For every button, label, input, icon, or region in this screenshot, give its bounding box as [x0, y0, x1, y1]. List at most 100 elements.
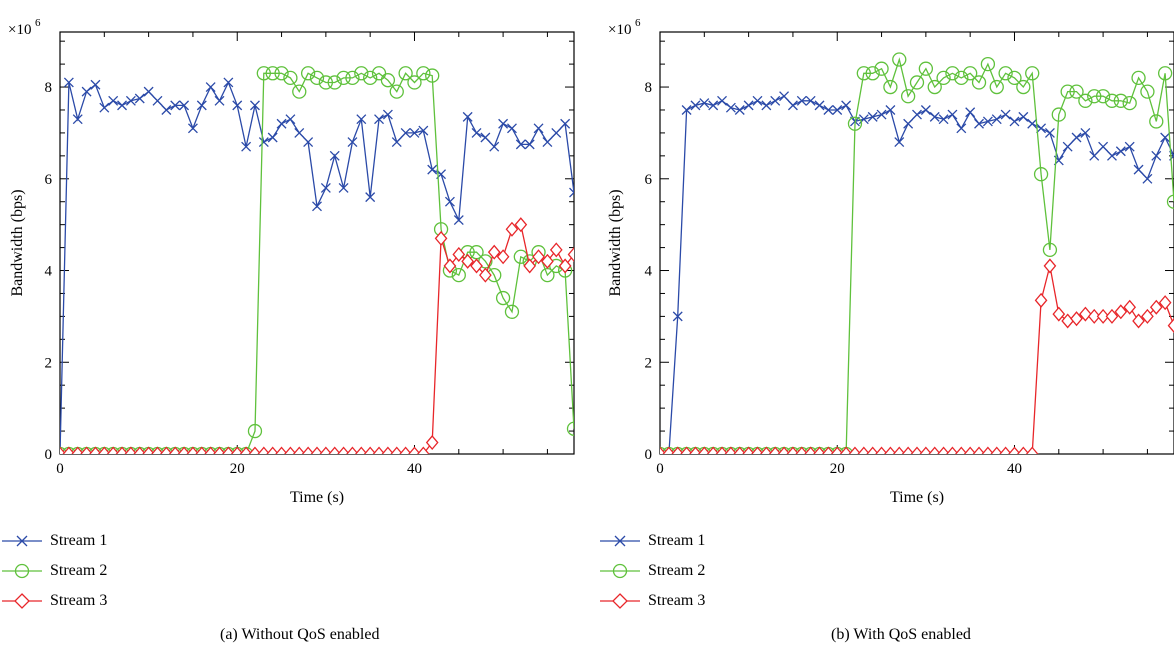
data-point-stream-1: [418, 125, 429, 136]
data-point-stream-2: [1078, 93, 1093, 108]
data-point-stream-3: [186, 446, 200, 454]
data-point-stream-1: [294, 127, 305, 138]
data-point-stream-3: [195, 446, 209, 454]
data-point-stream-3: [1025, 446, 1039, 454]
legend-label-stream-2: Stream 2: [50, 562, 108, 579]
data-point-stream-2: [256, 66, 271, 81]
data-point-stream-2: [1122, 95, 1137, 111]
data-point-stream-1: [823, 105, 834, 115]
data-point-stream-1: [63, 77, 74, 88]
data-point-stream-3: [97, 446, 111, 454]
data-point-stream-2: [1140, 84, 1155, 99]
data-point-stream-3: [804, 446, 818, 454]
data-point-stream-2: [883, 79, 898, 95]
data-point-stream-2: [989, 79, 1004, 95]
data-point-stream-2: [495, 290, 511, 306]
data-point-stream-3: [177, 446, 191, 454]
data-point-stream-3: [168, 446, 182, 454]
x-tick-label: 20: [230, 461, 245, 477]
data-point-stream-2: [1025, 66, 1040, 81]
data-point-stream-3: [514, 217, 528, 233]
data-point-stream-3: [768, 446, 782, 454]
data-point-stream-3: [89, 446, 102, 454]
data-point-stream-1: [223, 77, 234, 88]
series-line-stream-2: [60, 72, 574, 454]
data-point-stream-3: [999, 446, 1012, 454]
y-axis-label: Bandwidth (bps): [607, 189, 624, 296]
data-point-stream-3: [275, 446, 288, 454]
chart-b-caption: (b) With QoS enabled: [831, 626, 971, 643]
data-point-stream-3: [541, 253, 554, 269]
data-point-stream-3: [523, 258, 537, 274]
data-point-stream-3: [363, 446, 377, 454]
data-point-stream-1: [276, 118, 287, 129]
data-point-stream-3: [549, 242, 563, 258]
legend-item-stream-3: Stream 3: [598, 590, 798, 612]
legend-label-stream-1: Stream 1: [648, 532, 706, 549]
data-point-stream-3: [910, 446, 924, 454]
data-point-stream-1: [1160, 132, 1171, 143]
data-point-stream-3: [813, 446, 826, 454]
data-point-stream-1: [214, 95, 225, 106]
data-point-stream-3: [1149, 299, 1163, 315]
data-point-stream-1: [356, 114, 367, 125]
data-point-stream-3: [839, 446, 853, 454]
data-point-stream-3: [972, 446, 986, 454]
data-point-stream-3: [567, 246, 574, 262]
data-point-stream-1: [805, 95, 816, 106]
data-point-stream-3: [479, 267, 492, 283]
data-point-stream-3: [204, 446, 218, 454]
data-point-stream-1: [453, 215, 464, 226]
data-point-stream-1: [161, 105, 172, 115]
legend-item-stream-2: Stream 2: [598, 560, 798, 582]
data-point-stream-2: [865, 66, 880, 81]
data-point-stream-3: [151, 446, 164, 454]
data-point-stream-2: [504, 304, 520, 319]
data-point-stream-1: [672, 311, 683, 322]
data-point-stream-1: [841, 100, 852, 111]
series-line-stream-1: [60, 80, 574, 454]
data-point-stream-1: [1080, 127, 1091, 138]
data-point-stream-3: [443, 258, 457, 274]
data-point-stream-1: [187, 123, 198, 134]
data-point-stream-3: [408, 446, 421, 454]
data-point-stream-1: [938, 114, 949, 125]
data-point-stream-2: [416, 66, 431, 81]
data-point-stream-2: [1060, 84, 1075, 99]
data-point-stream-1: [1142, 173, 1153, 184]
data-point-stream-1: [743, 100, 754, 111]
data-point-stream-1: [929, 111, 940, 122]
legend-item-stream-1: Stream 1: [0, 530, 200, 552]
legend-item-stream-1: Stream 1: [598, 530, 798, 552]
data-point-stream-3: [662, 446, 676, 454]
data-point-stream-3: [115, 446, 129, 454]
data-point-stream-3: [981, 446, 995, 454]
data-point-stream-1: [312, 201, 322, 212]
data-point-stream-3: [697, 446, 711, 454]
data-point-stream-1: [1062, 141, 1073, 152]
data-point-stream-2: [247, 423, 263, 439]
data-point-stream-3: [372, 446, 386, 454]
data-point-stream-1: [196, 100, 207, 111]
data-point-stream-3: [751, 446, 764, 454]
data-point-stream-1: [1151, 150, 1162, 161]
data-point-stream-1: [444, 196, 455, 207]
data-point-stream-2: [398, 66, 413, 81]
data-point-stream-2: [1095, 89, 1111, 104]
data-point-stream-3: [715, 446, 729, 454]
data-point-stream-2: [945, 66, 960, 81]
data-point-stream-3: [425, 435, 439, 451]
y-axis-multiplier-exponent: 6: [635, 17, 641, 29]
data-point-stream-2: [1016, 79, 1031, 95]
data-point-stream-3: [680, 446, 693, 454]
data-point-stream-2: [380, 73, 396, 88]
y-tick-label: 4: [45, 264, 53, 280]
data-point-stream-1: [507, 123, 517, 134]
data-point-stream-1: [681, 105, 692, 115]
data-point-stream-2: [363, 70, 378, 86]
data-point-stream-2: [1149, 114, 1164, 129]
data-point-stream-3: [532, 249, 545, 265]
data-point-stream-3: [416, 446, 430, 454]
data-point-stream-2: [566, 421, 574, 436]
data-point-stream-1: [542, 137, 553, 148]
